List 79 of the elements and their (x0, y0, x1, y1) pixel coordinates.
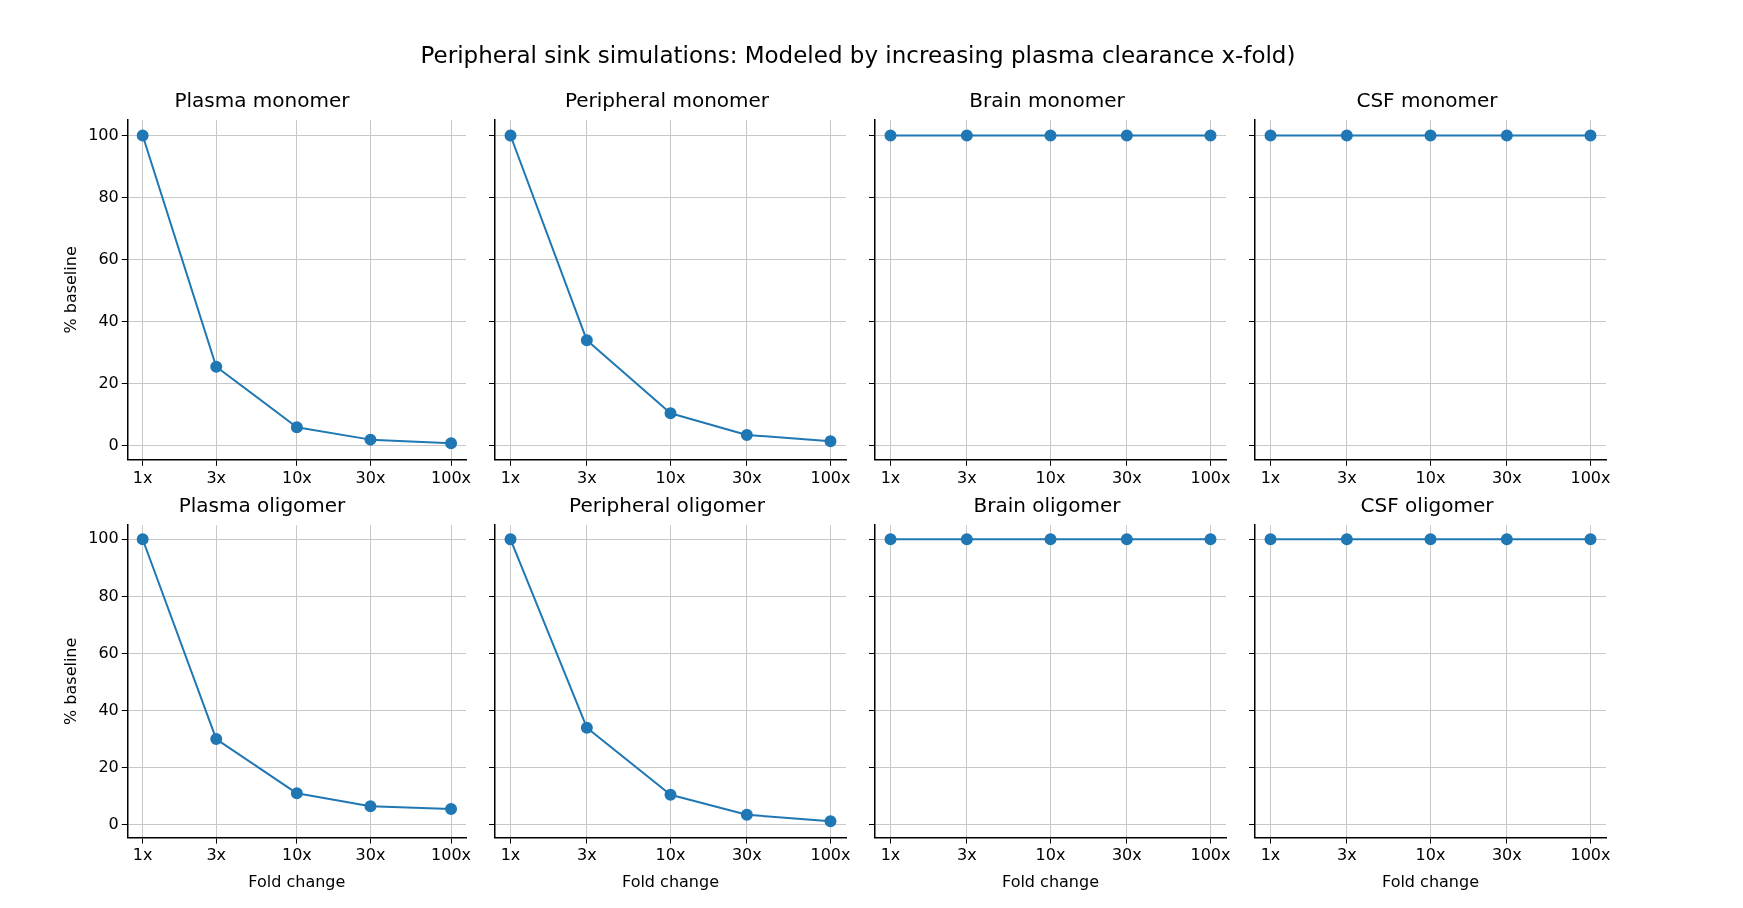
y-tick-label: 20 (98, 372, 119, 392)
x-tick-label: 10x (281, 845, 312, 865)
x-tick-label: 100x (1190, 845, 1231, 865)
x-tick-label: 1x (500, 467, 521, 487)
x-tick-label: 30x (1111, 845, 1142, 865)
x-tick-label: 3x (206, 467, 227, 487)
x-tick-label: 10x (1035, 467, 1066, 487)
x-tick-label: 1x (1260, 467, 1281, 487)
x-tick-label: 1x (132, 845, 153, 865)
point (290, 421, 303, 434)
text: Peripheral sink simulations: Modeled by increasing plasma clearance x-fold) (420, 42, 1296, 68)
x-tick-label: 3x (1337, 467, 1357, 487)
y-tick-label: 0 (108, 434, 119, 454)
x-tick-label: 100x (431, 467, 472, 487)
y-tick-label: 60 (98, 642, 119, 662)
y-tick-label: 0 (108, 813, 119, 833)
x-tick-label: 3x (1337, 845, 1357, 865)
x-tick-label: 10x (655, 845, 686, 865)
x-axis-title: Fold change (248, 871, 346, 891)
y-tick-label: 40 (98, 699, 119, 719)
y-tick-label: 100 (88, 124, 119, 144)
x-axis-title: Fold change (622, 871, 719, 891)
x-tick-label: 10x (281, 467, 312, 487)
y-tick-label: 40 (98, 310, 119, 330)
x-axis-title: Fold change (1002, 871, 1099, 891)
x-tick-label: 1x (132, 467, 153, 487)
x-tick-label: 30x (355, 845, 386, 865)
x-tick-label: 100x (1570, 845, 1611, 865)
x-tick-label: 10x (1415, 467, 1446, 487)
x-tick-label: 100x (810, 845, 851, 865)
x-tick-label: 30x (1491, 845, 1522, 865)
x-tick-label: 10x (655, 467, 686, 487)
x-tick-label: 30x (731, 845, 762, 865)
x-tick-label: 30x (1111, 467, 1142, 487)
x-axis-title: Fold change (1382, 871, 1479, 891)
x-tick-label: 3x (957, 467, 977, 487)
point (824, 435, 837, 448)
x-tick-label: 1x (880, 467, 901, 487)
chart-title: Plasma monomer (174, 88, 351, 113)
point (290, 787, 303, 800)
x-tick-label: 100x (810, 467, 851, 487)
x-tick-label: 3x (577, 845, 597, 865)
chart-title: Peripheral monomer (564, 88, 770, 113)
x-tick-label: 30x (355, 467, 386, 487)
x-tick-label: 1x (880, 845, 901, 865)
point (664, 788, 677, 801)
x-tick-label: 1x (1260, 845, 1281, 865)
x-tick-label: 100x (1190, 467, 1231, 487)
point (504, 533, 517, 546)
y-tick-label: 60 (98, 248, 119, 268)
x-tick-label: 100x (1570, 467, 1611, 487)
chart-title: CSF oligomer (1360, 493, 1495, 518)
x-tick-label: 30x (731, 467, 762, 487)
x-tick-label: 3x (957, 845, 977, 865)
chart-title: Plasma oligomer (178, 493, 347, 518)
x-tick-label: 30x (1491, 467, 1522, 487)
point (824, 815, 837, 828)
x-tick-label: 10x (1415, 845, 1446, 865)
y-tick-label: 80 (98, 585, 119, 605)
y-tick-label: 100 (88, 528, 119, 548)
chart-title: Peripheral oligomer (569, 493, 766, 518)
y-tick-label: 20 (98, 756, 119, 776)
point (445, 803, 458, 816)
y-axis-title: % baseline (60, 246, 80, 334)
point (504, 129, 517, 142)
y-tick-label: 80 (98, 186, 119, 206)
chart-title: Brain oligomer (973, 493, 1122, 518)
x-tick-label: 1x (500, 845, 521, 865)
point (136, 533, 149, 546)
x-tick-label: 3x (206, 845, 227, 865)
y-axis-title: % baseline (60, 637, 80, 725)
chart-title: Brain monomer (969, 88, 1126, 113)
point (445, 437, 458, 450)
chart-title: CSF monomer (1356, 88, 1499, 113)
point (664, 407, 677, 420)
x-tick-label: 100x (431, 845, 472, 865)
x-tick-label: 3x (577, 467, 597, 487)
point (136, 129, 149, 142)
x-tick-label: 10x (1035, 845, 1066, 865)
